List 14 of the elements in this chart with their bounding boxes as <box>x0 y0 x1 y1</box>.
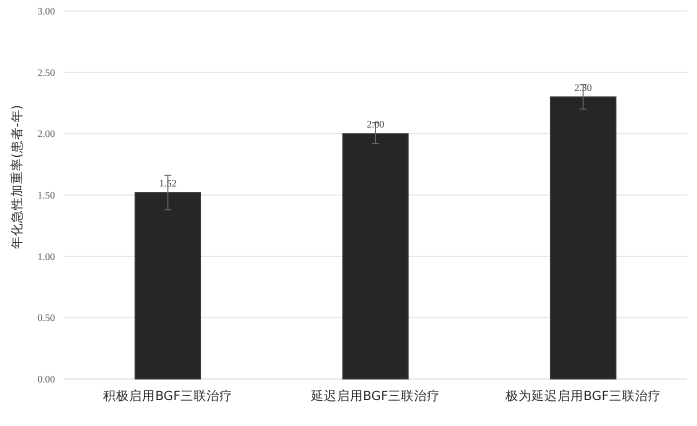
bar <box>342 133 409 380</box>
y-tick-label: 0.00 <box>38 374 55 386</box>
y-tick-label: 3.00 <box>38 6 55 18</box>
x-tick-label: 延迟启用BGF三联治疗 <box>310 388 440 403</box>
x-tick-label: 积极启用BGF三联治疗 <box>103 388 232 403</box>
y-tick-label: 1.00 <box>38 252 55 263</box>
y-tick-label: 2.00 <box>38 129 55 140</box>
y-tick-label: 0.50 <box>38 313 55 324</box>
y-axis-title: 年化急性加重率(患者-年) <box>9 104 24 250</box>
x-tick-label: 极为延迟启用BGF三联治疗 <box>504 388 661 403</box>
y-tick-label: 1.50 <box>38 190 55 202</box>
y-tick-label: 2.50 <box>38 68 55 79</box>
bar <box>550 96 616 380</box>
bar <box>134 192 202 380</box>
